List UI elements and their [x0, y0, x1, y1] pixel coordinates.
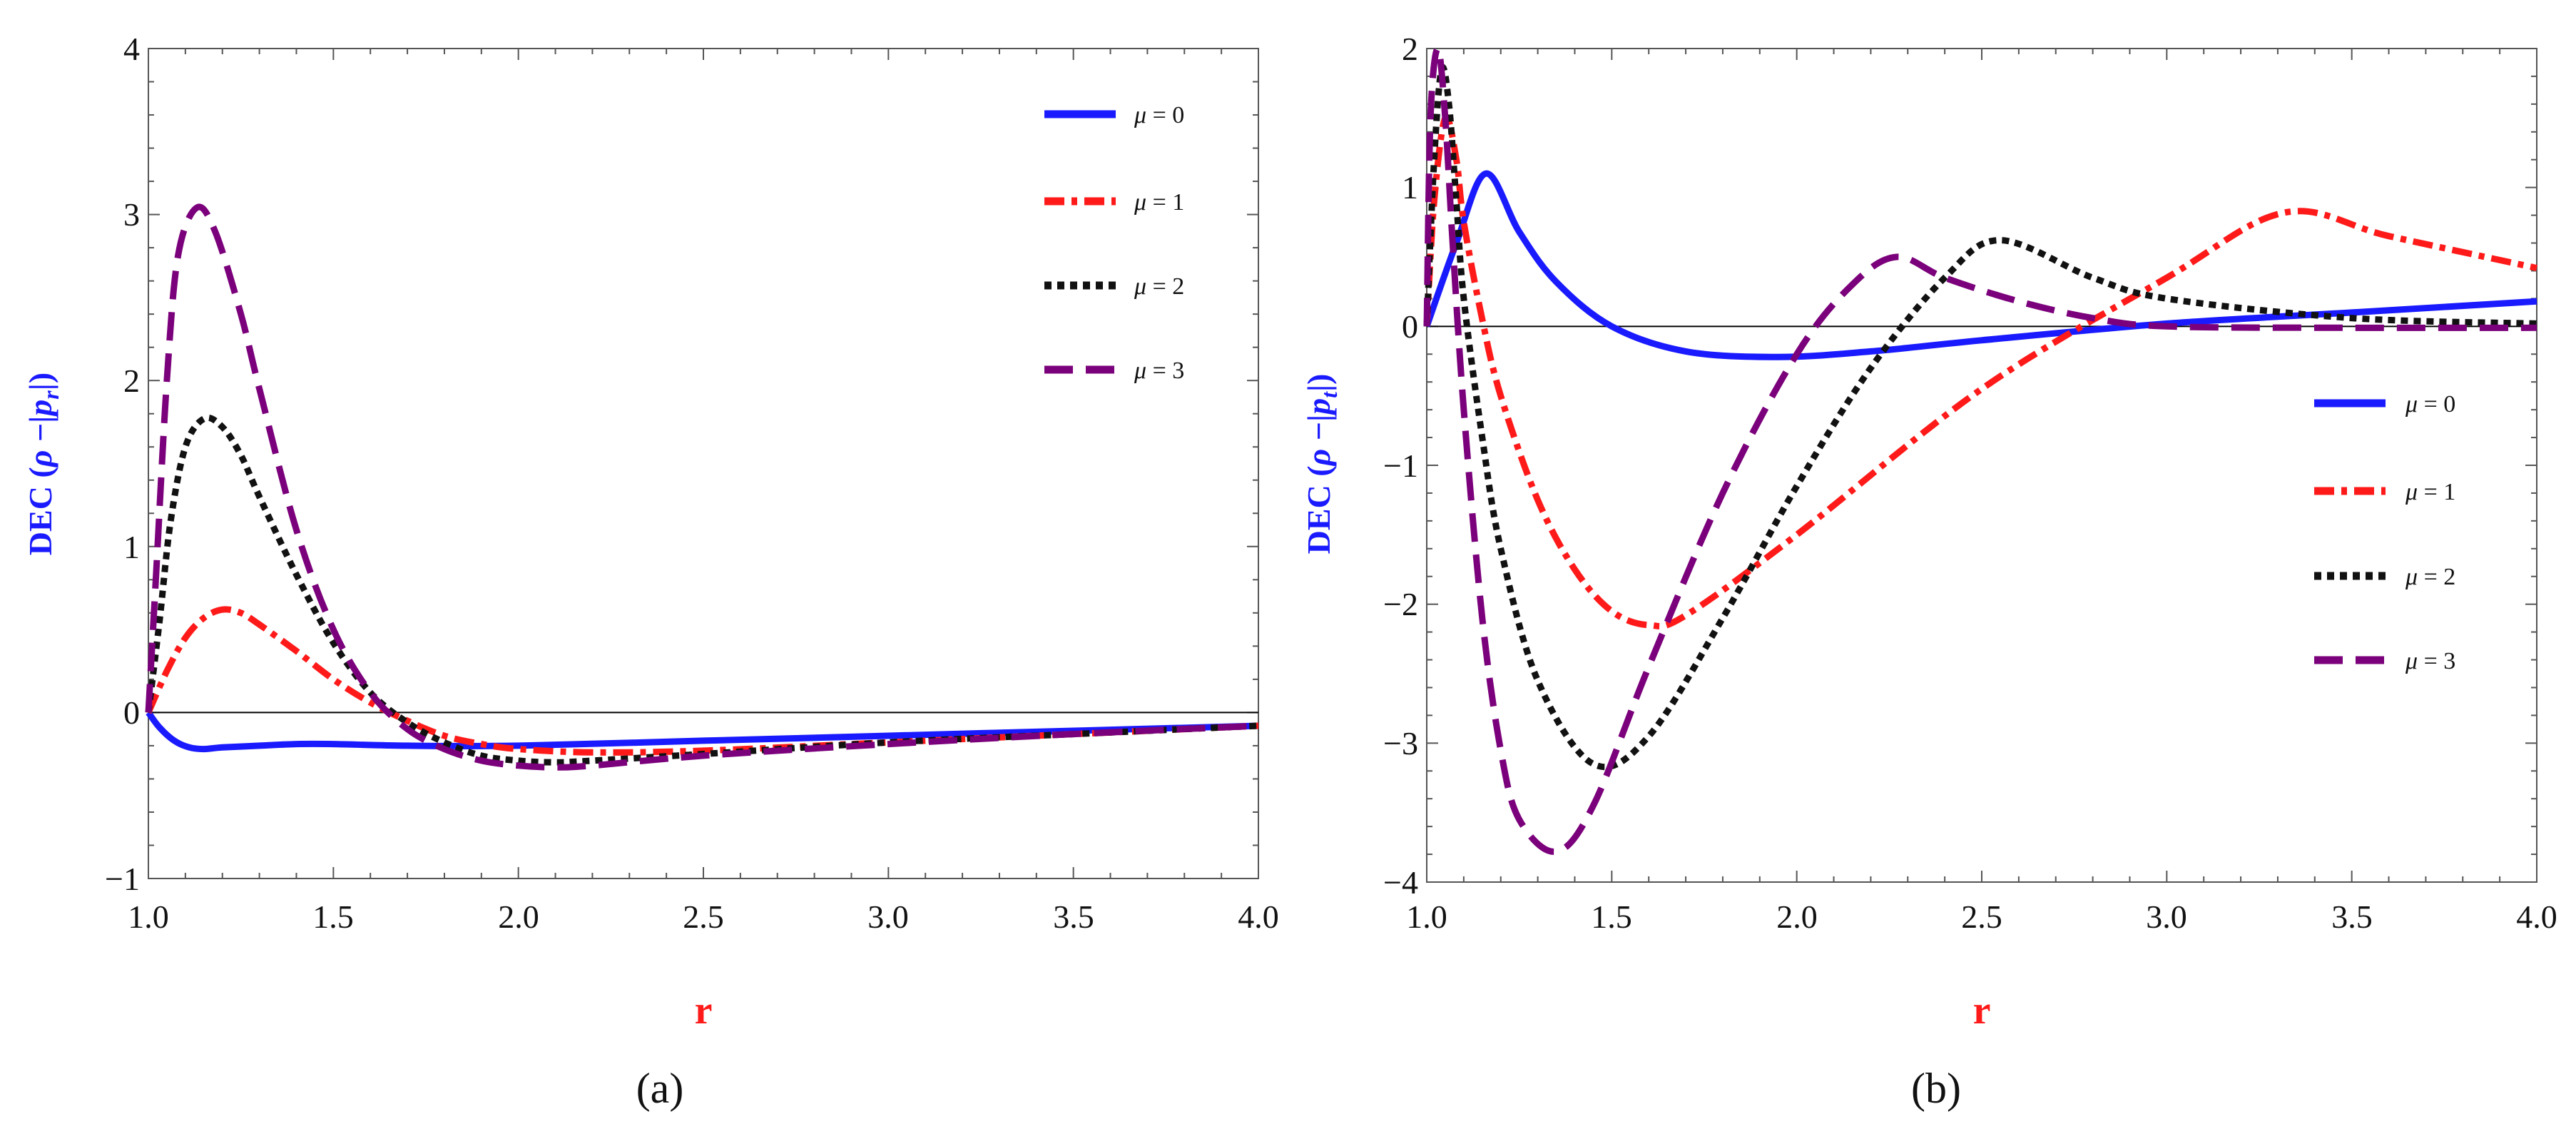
panel-b-x-tick-label: 3.0 [2146, 898, 2187, 935]
panel-a-x-tick-label: 4.0 [1238, 898, 1279, 935]
panel-b-y-tick-label: −2 [1383, 586, 1418, 622]
panel-a-label: (a) [636, 1065, 684, 1112]
panel-b-y-tick-label: 0 [1402, 308, 1418, 345]
panel-b-x-tick-label: 1.0 [1406, 898, 1447, 935]
series-line-mu-0 [146, 710, 1259, 753]
series-line-mu-3 [145, 203, 1259, 771]
panel-a-x-tick-label: 3.5 [1053, 898, 1094, 935]
panel-b-series [1423, 45, 2537, 855]
legend-label: μ = 3 [1134, 358, 1184, 384]
panel-a-x-tick-label: 1.0 [128, 898, 169, 935]
panel-a-y-tick-label: 4 [123, 31, 140, 67]
panel-a-x-tick-label: 1.5 [312, 898, 354, 935]
panel-b: 1.0 1.5 2.0 2.5 3.0 3.5 4.0 −4 −3 −2 −1 … [1300, 31, 2557, 1112]
panel-a-legend: μ = 0 μ = 1 μ = 2 μ = 3 [1044, 102, 1184, 384]
legend-label: μ = 0 [1134, 102, 1184, 128]
legend-label: μ = 1 [2405, 479, 2455, 505]
panel-b-legend: μ = 0 μ = 1 μ = 2 μ = 3 [2314, 391, 2455, 674]
panel-a-y-tick-label: 3 [123, 196, 140, 233]
series-line-mu-1 [1423, 113, 2537, 630]
panel-b-x-tick-label: 2.0 [1776, 898, 1818, 935]
panel-a-y-tick-label: −1 [105, 861, 140, 897]
panel-a: 1.0 1.5 2.0 2.5 3.0 3.5 4.0 −1 0 1 2 3 4… [22, 31, 1279, 1112]
series-line-mu-0 [1423, 170, 2537, 360]
legend-label: μ = 2 [1134, 273, 1184, 300]
panel-b-y-tick-label: 2 [1402, 31, 1418, 67]
panel-a-y-tick-label: 0 [123, 694, 140, 731]
panel-a-x-tick-label: 2.5 [683, 898, 724, 935]
panel-a-series [145, 203, 1259, 771]
panel-a-y-axis-label: DEC (ρ −|pr|) [22, 373, 63, 555]
panel-a-x-tick-label: 3.0 [867, 898, 909, 935]
series-line-mu-2 [1423, 64, 2537, 771]
panel-a-y-tick-label: 2 [123, 363, 140, 399]
panel-b-x-tick-label: 4.0 [2516, 898, 2557, 935]
panel-b-y-tick-label: −1 [1383, 447, 1418, 484]
legend-label: μ = 1 [1134, 189, 1184, 216]
panel-a-x-tick-label: 2.0 [498, 898, 539, 935]
panel-a-x-axis-label: r [695, 988, 713, 1033]
legend-label: μ = 2 [2405, 564, 2455, 590]
legend-label: μ = 3 [2405, 648, 2455, 674]
panel-b-x-tick-label: 3.5 [2331, 898, 2373, 935]
panel-b-y-axis-label: DEC (ρ −|pt|) [1300, 374, 1342, 555]
legend-label: μ = 0 [2405, 391, 2455, 417]
panel-b-x-tick-label: 1.5 [1591, 898, 1632, 935]
panel-b-x-tick-label: 2.5 [1961, 898, 2002, 935]
series-line-mu-3 [1423, 45, 2537, 855]
panel-b-ticks [1426, 48, 2537, 883]
panel-b-y-tick-label: −3 [1383, 725, 1418, 761]
panel-a-y-tick-label: 1 [123, 529, 140, 565]
panel-b-y-tick-label: −4 [1383, 864, 1418, 901]
panel-b-label: (b) [1911, 1065, 1961, 1112]
panel-b-y-tick-label: 1 [1402, 169, 1418, 206]
panel-b-frame [1426, 48, 2537, 883]
panel-b-x-axis-label: r [1973, 988, 1991, 1033]
